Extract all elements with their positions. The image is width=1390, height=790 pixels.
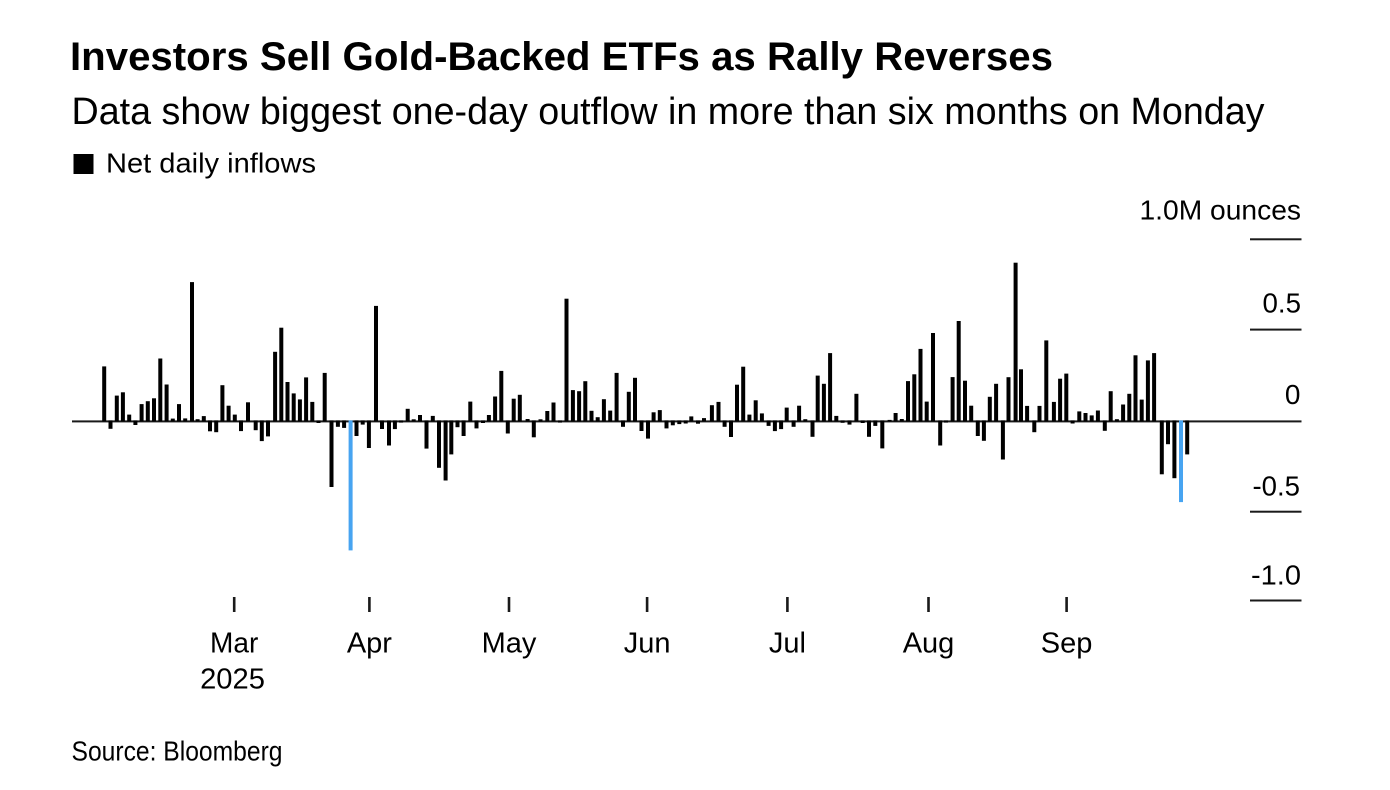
- svg-text:Data show biggest one-day outf: Data show biggest one-day outflow in mor…: [72, 91, 1265, 133]
- svg-text:Apr: Apr: [347, 628, 392, 660]
- svg-text:Mar: Mar: [210, 628, 259, 660]
- svg-text:Investors Sell Gold-Backed ETF: Investors Sell Gold-Backed ETFs as Rally…: [70, 35, 1053, 79]
- svg-text:Jul: Jul: [769, 628, 806, 660]
- svg-text:2025: 2025: [200, 663, 265, 695]
- svg-text:-1.0: -1.0: [1251, 559, 1301, 590]
- svg-text:Aug: Aug: [903, 628, 955, 660]
- svg-text:Sep: Sep: [1041, 628, 1093, 660]
- svg-text:Jun: Jun: [624, 628, 671, 660]
- svg-text:1.0M ounces: 1.0M ounces: [1140, 195, 1302, 226]
- svg-text:0.5: 0.5: [1263, 288, 1302, 319]
- svg-text:May: May: [482, 628, 537, 660]
- svg-text:Source: Bloomberg: Source: Bloomberg: [72, 735, 283, 766]
- svg-text:-0.5: -0.5: [1253, 470, 1301, 501]
- svg-text:Net daily inflows: Net daily inflows: [106, 147, 316, 178]
- svg-text:0: 0: [1285, 379, 1301, 410]
